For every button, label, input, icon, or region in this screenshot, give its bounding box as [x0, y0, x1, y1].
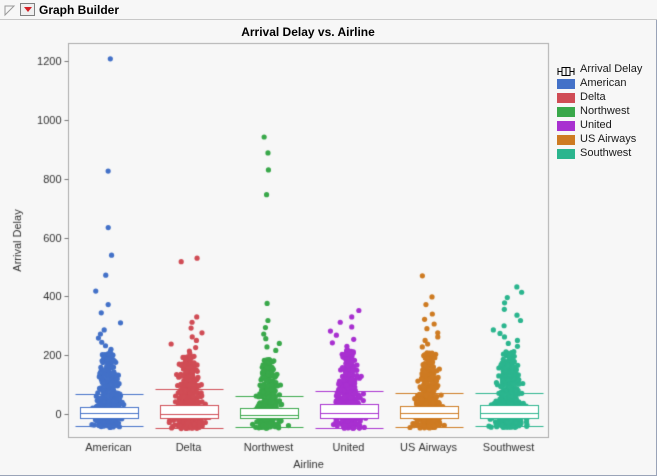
legend-label: Northwest: [580, 105, 630, 117]
legend-swatch: [557, 78, 575, 89]
legend-label: Arrival Delay: [580, 63, 643, 75]
legend-swatch: [557, 120, 575, 131]
legend-item-northwest[interactable]: Northwest: [557, 105, 655, 118]
chart-area: Arrival Delay vs. Airline Arrival DelayA…: [0, 20, 657, 476]
legend-item-delta[interactable]: Delta: [557, 91, 655, 104]
legend-title-row[interactable]: Arrival Delay: [557, 63, 655, 76]
scatter-box-plot-canvas[interactable]: [0, 20, 657, 476]
legend-item-southwest[interactable]: Southwest: [557, 147, 655, 160]
legend-label: Southwest: [580, 147, 632, 159]
legend: Arrival Delay American Delta Northwest Unite…: [557, 63, 655, 161]
legend-label: US Airways: [580, 133, 637, 145]
legend-label: American: [580, 77, 627, 89]
red-triangle-glyph: [23, 7, 32, 12]
legend-item-united[interactable]: United: [557, 119, 655, 132]
legend-swatch: [557, 148, 575, 159]
legend-swatch: [557, 92, 575, 103]
legend-label: United: [580, 119, 612, 131]
box-plot-icon: [557, 64, 575, 76]
legend-item-us-airways[interactable]: US Airways: [557, 133, 655, 146]
disclosure-triangle-icon[interactable]: [3, 3, 17, 17]
legend-label: Delta: [580, 91, 606, 103]
legend-item-american[interactable]: American: [557, 77, 655, 90]
legend-swatch: [557, 134, 575, 145]
window-titlebar: Graph Builder: [0, 0, 657, 20]
window-title: Graph Builder: [39, 2, 120, 17]
legend-swatch: [557, 106, 575, 117]
red-triangle-menu-icon[interactable]: [20, 3, 35, 16]
